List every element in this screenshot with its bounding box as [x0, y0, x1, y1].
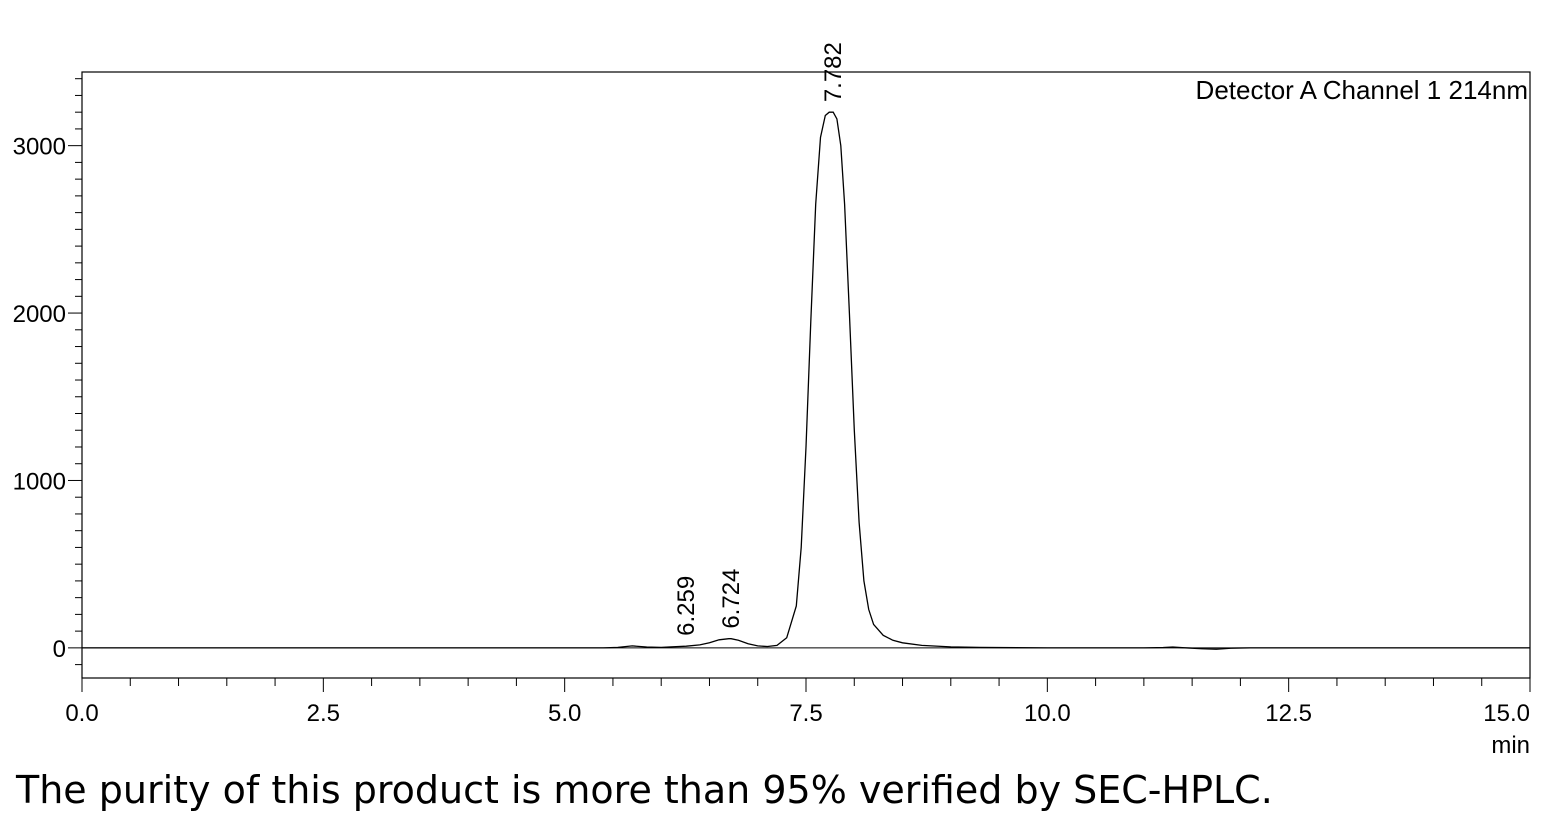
x-tick-label: 10.0	[1024, 700, 1071, 727]
y-tick-label: 0	[53, 636, 66, 663]
peak-label: 6.724	[718, 569, 745, 629]
plot-frame	[81, 71, 1531, 679]
x-tick-label: 12.5	[1265, 700, 1312, 727]
x-tick-label: 0.0	[65, 700, 98, 727]
x-axis-unit-label: min	[1491, 732, 1530, 759]
x-tick-label: 5.0	[548, 700, 581, 727]
chromatogram-chart: 0 1000 2000 3000 0.0 2.5 5.0 7.5 10.0 12.5 15.0 6…	[13, 42, 1531, 759]
detector-label: Detector A Channel 1 214nm	[1196, 75, 1528, 105]
y-tick-label: 1000	[13, 468, 66, 495]
peak-labels: 6.259 6.724 7.782	[673, 42, 847, 636]
x-tick-label: 15.0	[1483, 700, 1530, 727]
y-tick-label: 2000	[13, 301, 66, 328]
x-tick-label: 2.5	[307, 700, 340, 727]
peak-label: 6.259	[673, 576, 700, 636]
peak-label: 7.782	[820, 42, 847, 102]
chromatogram-trace	[82, 111, 1530, 650]
purity-caption: The purity of this product is more than …	[16, 768, 1273, 812]
y-axis: 0 1000 2000 3000	[13, 78, 82, 666]
x-axis: 0.0 2.5 5.0 7.5 10.0 12.5 15.0	[65, 678, 1531, 727]
y-tick-label: 3000	[13, 134, 66, 161]
x-tick-label: 7.5	[789, 700, 822, 727]
